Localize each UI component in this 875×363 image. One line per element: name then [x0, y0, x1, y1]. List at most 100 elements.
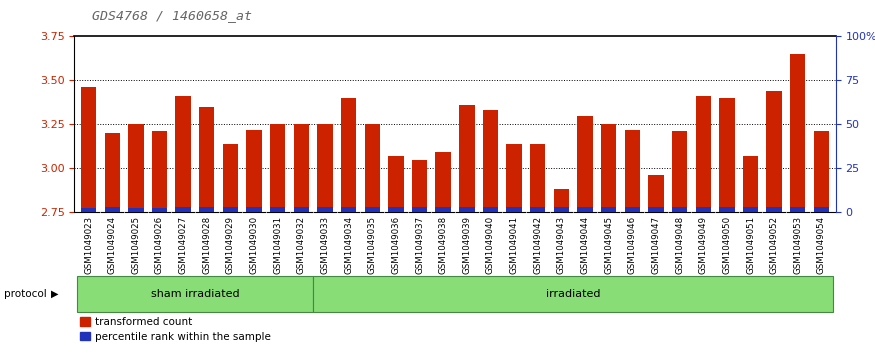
Text: GSM1049044: GSM1049044 — [580, 216, 590, 274]
Bar — [128, 208, 144, 212]
Bar — [200, 107, 214, 212]
Bar — [578, 207, 592, 212]
Text: GDS4768 / 1460658_at: GDS4768 / 1460658_at — [92, 9, 252, 22]
Bar — [294, 207, 309, 212]
Bar — [625, 130, 640, 212]
Text: GSM1049041: GSM1049041 — [509, 216, 519, 274]
Bar — [554, 189, 569, 212]
Bar — [601, 207, 616, 212]
Text: GSM1049031: GSM1049031 — [273, 216, 283, 274]
Bar — [530, 144, 545, 212]
Bar — [341, 98, 356, 212]
Bar — [80, 87, 96, 212]
Bar — [719, 207, 734, 212]
Bar — [270, 207, 285, 212]
Bar — [766, 207, 782, 212]
Text: GSM1049052: GSM1049052 — [770, 216, 779, 274]
Text: irradiated: irradiated — [546, 289, 600, 299]
Text: GSM1049050: GSM1049050 — [723, 216, 732, 274]
Text: GSM1049039: GSM1049039 — [462, 216, 472, 274]
Text: GSM1049040: GSM1049040 — [486, 216, 495, 274]
Bar — [459, 105, 474, 212]
Bar — [436, 207, 451, 212]
Bar — [104, 207, 120, 212]
Bar — [247, 207, 262, 212]
Text: ▶: ▶ — [51, 289, 59, 299]
Text: GSM1049042: GSM1049042 — [533, 216, 542, 274]
Bar — [294, 124, 309, 212]
Text: GSM1049029: GSM1049029 — [226, 216, 234, 274]
Text: GSM1049035: GSM1049035 — [368, 216, 377, 274]
Text: GSM1049054: GSM1049054 — [817, 216, 826, 274]
Bar — [151, 131, 167, 212]
Text: GSM1049033: GSM1049033 — [320, 216, 330, 274]
Bar — [601, 124, 616, 212]
Text: GSM1049025: GSM1049025 — [131, 216, 140, 274]
Bar — [412, 207, 427, 212]
Bar — [790, 207, 806, 212]
Text: GSM1049047: GSM1049047 — [652, 216, 661, 274]
Bar — [696, 207, 710, 212]
Text: GSM1049038: GSM1049038 — [438, 216, 448, 274]
Bar — [625, 207, 640, 212]
Bar — [719, 98, 734, 212]
Bar — [436, 152, 451, 212]
Text: GSM1049051: GSM1049051 — [746, 216, 755, 274]
Bar — [648, 207, 663, 212]
Bar — [365, 124, 380, 212]
Bar — [270, 124, 285, 212]
Text: GSM1049028: GSM1049028 — [202, 216, 211, 274]
Bar — [80, 208, 96, 212]
Legend: transformed count, percentile rank within the sample: transformed count, percentile rank withi… — [80, 317, 271, 342]
Text: GSM1049049: GSM1049049 — [699, 216, 708, 274]
Bar — [151, 208, 167, 212]
Text: GSM1049030: GSM1049030 — [249, 216, 258, 274]
Bar — [766, 91, 782, 212]
Text: GSM1049043: GSM1049043 — [556, 216, 566, 274]
Bar — [578, 115, 592, 212]
Text: GSM1049046: GSM1049046 — [627, 216, 637, 274]
Bar — [176, 207, 191, 212]
Text: GSM1049027: GSM1049027 — [178, 216, 187, 274]
Bar — [483, 110, 498, 212]
Bar — [743, 156, 759, 212]
Text: GSM1049032: GSM1049032 — [297, 216, 306, 274]
Bar — [341, 207, 356, 212]
Bar — [200, 207, 214, 212]
Text: GSM1049037: GSM1049037 — [415, 216, 424, 274]
Bar — [365, 207, 380, 212]
Text: sham irradiated: sham irradiated — [150, 289, 239, 299]
Bar — [507, 144, 522, 212]
FancyBboxPatch shape — [313, 276, 833, 312]
Bar — [483, 207, 498, 212]
Bar — [176, 96, 191, 212]
Bar — [790, 54, 806, 212]
Bar — [247, 130, 262, 212]
Text: GSM1049023: GSM1049023 — [84, 216, 93, 274]
FancyBboxPatch shape — [77, 276, 313, 312]
Bar — [672, 131, 687, 212]
Text: GSM1049026: GSM1049026 — [155, 216, 164, 274]
Bar — [743, 207, 759, 212]
Bar — [104, 133, 120, 212]
Bar — [388, 207, 403, 212]
Bar — [672, 207, 687, 212]
Text: GSM1049045: GSM1049045 — [604, 216, 613, 274]
Bar — [459, 207, 474, 212]
Text: GSM1049048: GSM1049048 — [676, 216, 684, 274]
Bar — [530, 207, 545, 212]
Bar — [223, 144, 238, 212]
Text: GSM1049024: GSM1049024 — [108, 216, 116, 274]
Text: GSM1049053: GSM1049053 — [794, 216, 802, 274]
Bar — [648, 175, 663, 212]
Bar — [318, 124, 332, 212]
Bar — [507, 207, 522, 212]
Text: GSM1049036: GSM1049036 — [391, 216, 401, 274]
Bar — [128, 124, 144, 212]
Bar — [388, 156, 403, 212]
Bar — [412, 160, 427, 212]
Bar — [814, 207, 829, 212]
Text: protocol: protocol — [4, 289, 47, 299]
Bar — [318, 207, 332, 212]
Bar — [814, 131, 829, 212]
